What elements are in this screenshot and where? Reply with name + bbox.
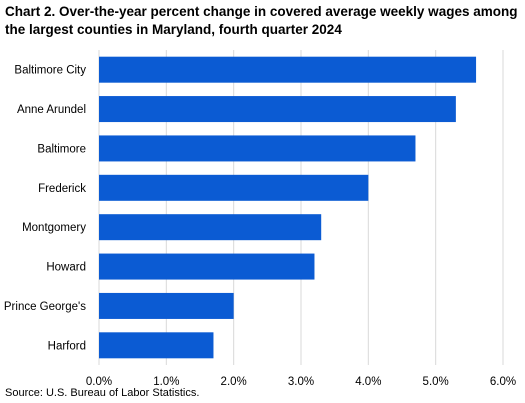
category-labels: Baltimore City Anne Arundel Baltimore Frede…	[4, 65, 86, 353]
x-tick-label: 6.0%	[490, 376, 516, 388]
bars	[99, 56, 477, 359]
x-tick-label: 1.0%	[153, 376, 179, 388]
chart-title: Chart 2. Over-the-year percent change in…	[5, 4, 518, 37]
category-label: Prince George's	[4, 301, 86, 313]
x-tick-label: 0.0%	[86, 376, 112, 388]
x-axis-ticks: 0.0% 1.0% 2.0% 3.0% 4.0% 5.0% 6.0%	[86, 376, 516, 388]
bar	[99, 56, 477, 83]
x-tick-label: 3.0%	[288, 376, 314, 388]
x-tick-label: 2.0%	[221, 376, 247, 388]
category-label: Montgomery	[22, 222, 86, 234]
bar	[99, 253, 315, 280]
category-label: Baltimore	[37, 143, 86, 155]
x-tick-label: 4.0%	[355, 376, 381, 388]
category-label: Anne Arundel	[17, 104, 86, 116]
bar	[99, 135, 416, 162]
bar	[99, 332, 214, 359]
category-label: Frederick	[38, 183, 86, 195]
category-label: Harford	[48, 340, 86, 352]
bar	[99, 96, 456, 123]
category-label: Howard	[46, 262, 86, 274]
bar	[99, 174, 369, 201]
bar	[99, 292, 234, 319]
category-label: Baltimore City	[14, 65, 86, 77]
source-note: Source: U.S. Bureau of Labor Statistics.	[5, 387, 200, 399]
x-tick-label: 5.0%	[423, 376, 449, 388]
bar	[99, 214, 322, 241]
